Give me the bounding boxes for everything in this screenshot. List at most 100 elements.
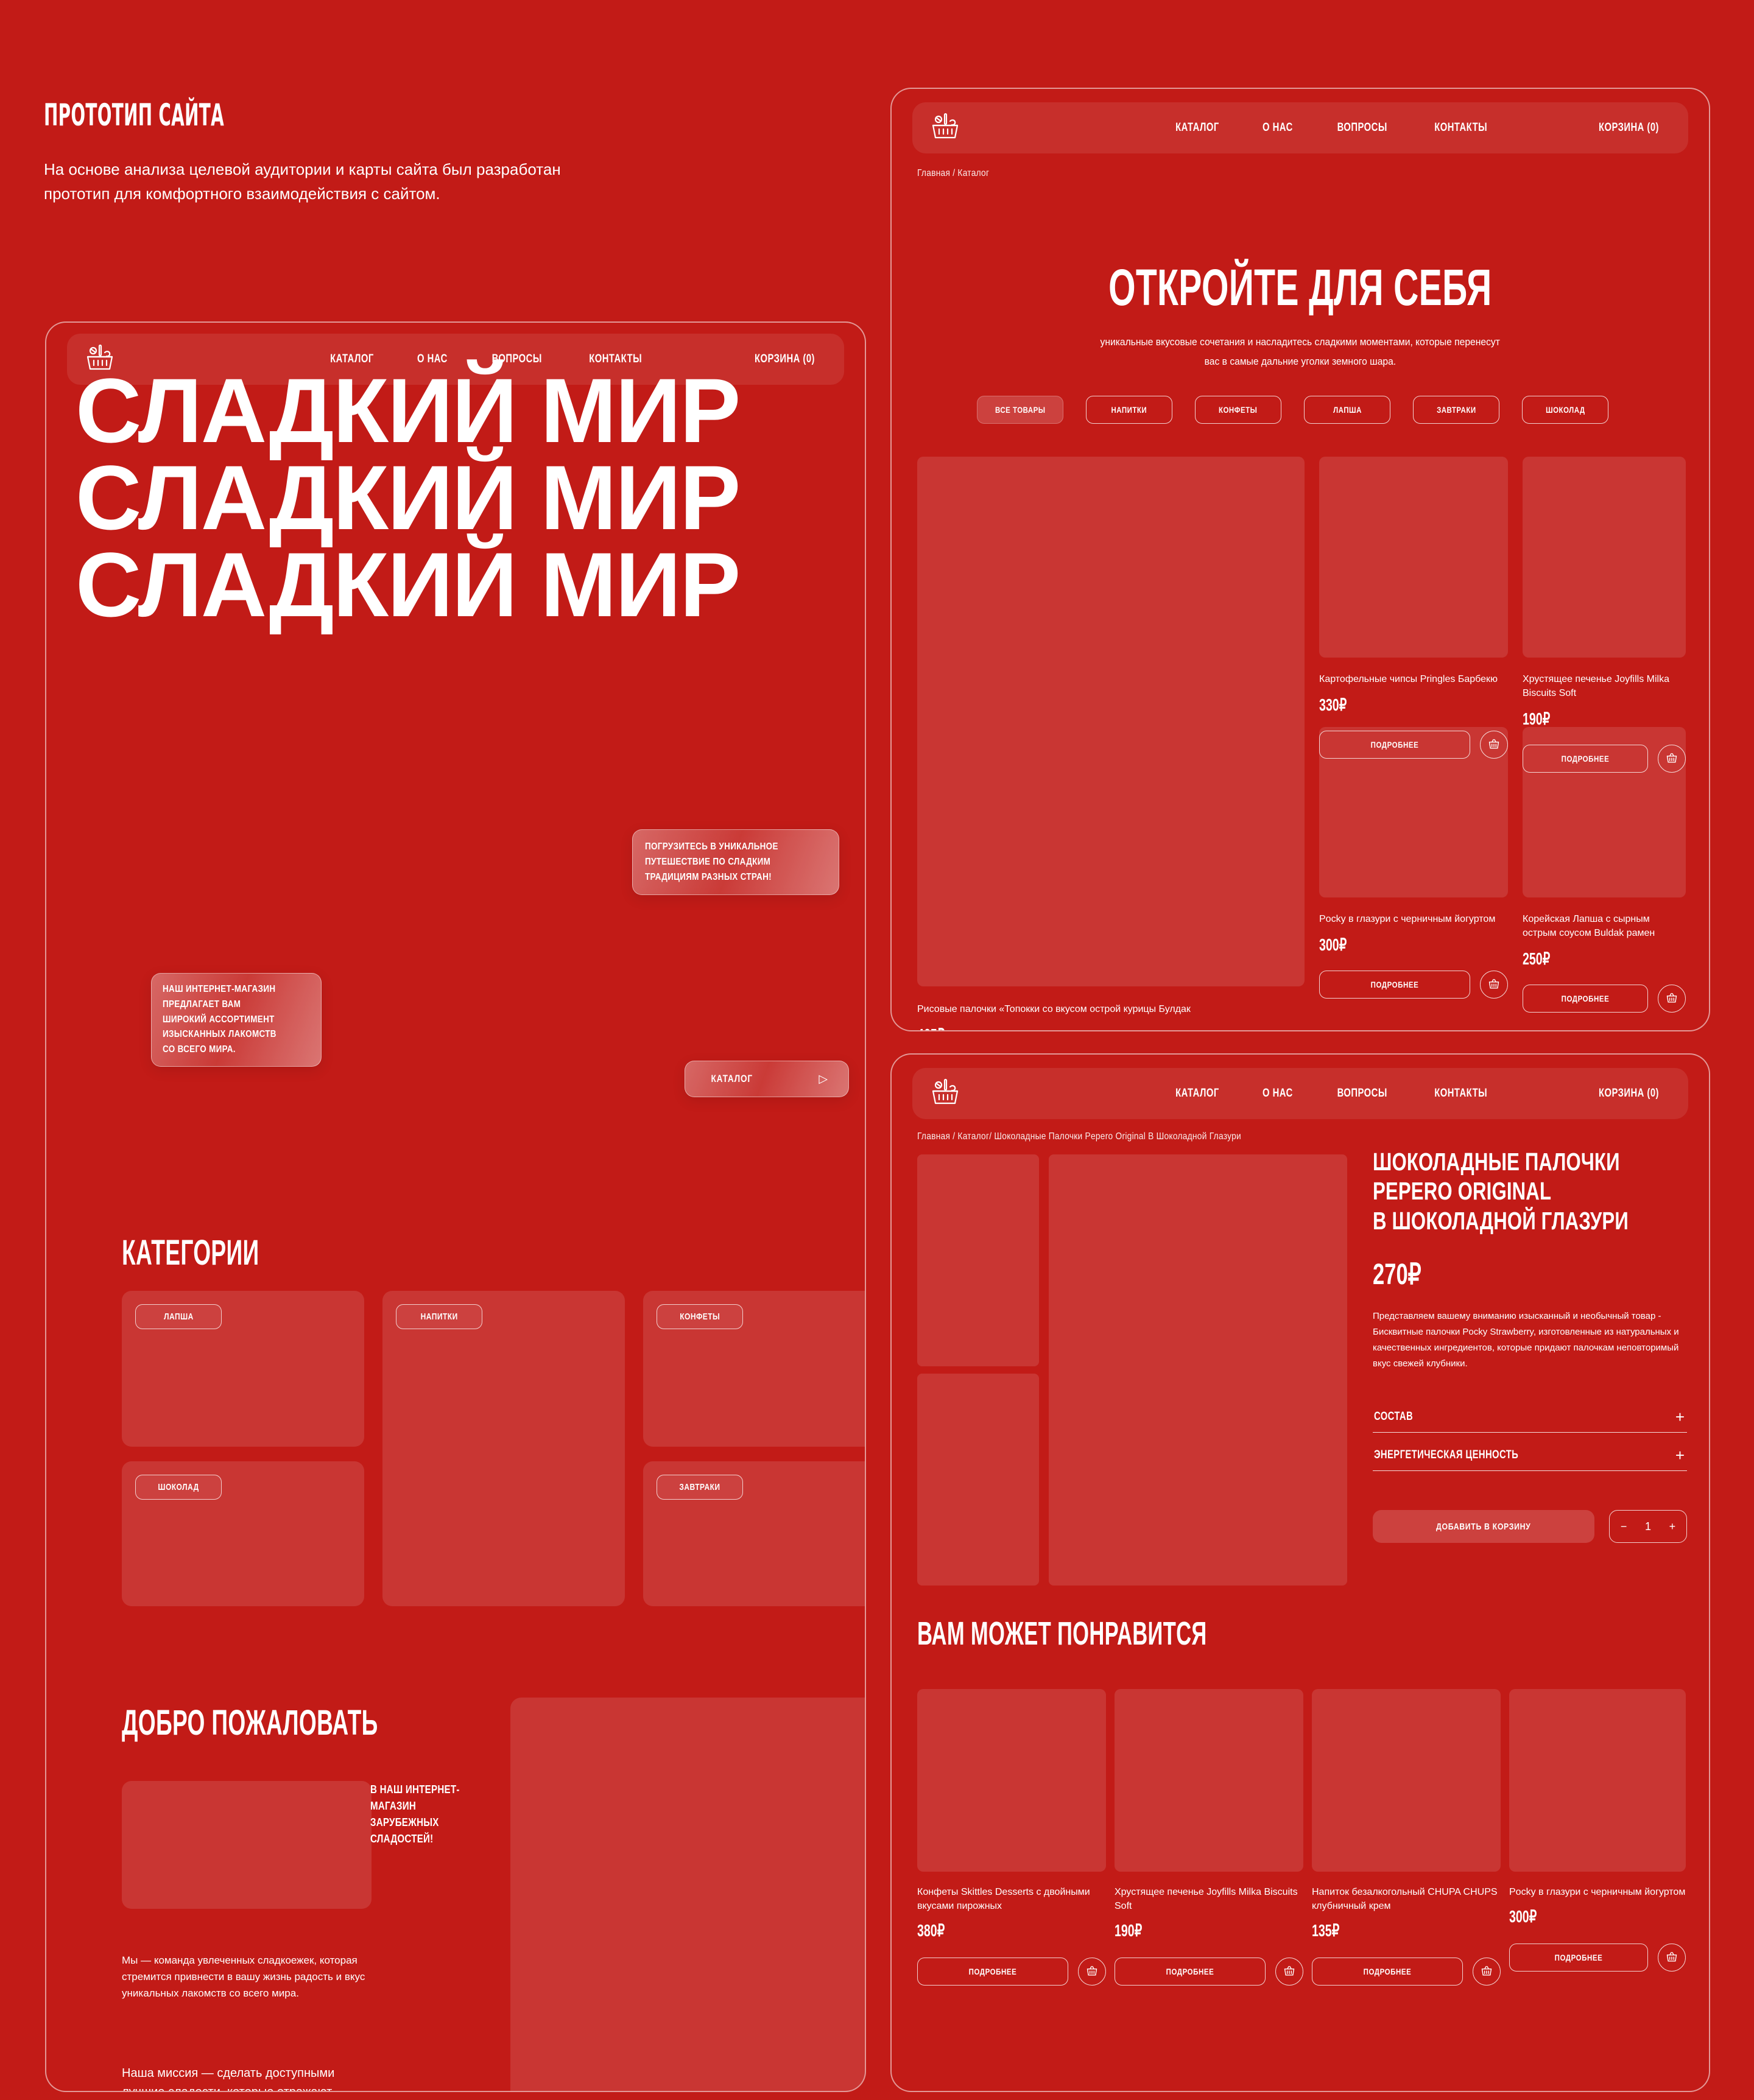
filter-chip-candy-label: КОНФЕТЫ <box>1219 405 1258 415</box>
nav-link-about[interactable]: О НАС <box>1262 1087 1293 1100</box>
product-card: Pocky в глазури с черничным йогуртом 300… <box>1509 1689 1686 1972</box>
nav-link-contacts[interactable]: КОНТАКТЫ <box>1434 1087 1488 1100</box>
product-description: Представляем вашему вниманию изысканный … <box>1373 1311 1679 1369</box>
catalog-subheading-line2: вас в самые дальние уголки земного шара. <box>1204 356 1397 368</box>
category-tile-drinks[interactable]: НАПИТКИ <box>382 1291 625 1606</box>
product-details-button[interactable]: ПОДРОБНЕЕ <box>1523 745 1648 773</box>
category-tile-breakfast[interactable]: ЗАВТРАКИ <box>643 1461 865 1606</box>
plus-icon[interactable]: + <box>1675 1446 1685 1465</box>
catalog-subheading-line1: уникальные вкусовые сочетания и насладит… <box>1100 336 1501 348</box>
nav-link-contacts[interactable]: КОНТАКТЫ <box>589 353 643 365</box>
product-thumbnail-1[interactable] <box>917 1154 1039 1366</box>
add-to-cart-icon-button[interactable] <box>1078 1958 1106 1986</box>
breadcrumb-catalog[interactable]: Главная / Каталог <box>917 168 990 178</box>
filter-chip-noodles[interactable]: ЛАПША <box>1304 396 1390 424</box>
catalog-heading-text: ОТКРОЙТЕ ДЛЯ СЕБЯ <box>1108 259 1492 316</box>
filter-chip-drinks[interactable]: НАПИТКИ <box>1086 396 1172 424</box>
basket-icon <box>1087 1966 1097 1976</box>
filter-chip-all[interactable]: ВСЕ ТОВАРЫ <box>977 396 1063 424</box>
recommendations-heading: ВАМ МОЖЕТ ПОНРАВИТСЯ <box>917 1615 1207 1652</box>
product-details-button[interactable]: ПОДРОБНЕЕ <box>1319 731 1470 759</box>
hero-line-2: СЛАДКИЙ МИР <box>76 446 741 549</box>
category-tile-candy[interactable]: КОНФЕТЫ <box>643 1291 865 1447</box>
product-title: ШОКОЛАДНЫЕ ПАЛОЧКИ PEPERO ORIGINAL В ШОК… <box>1373 1147 1687 1235</box>
hero-tag-assortment: НАШ ИНТЕРНЕТ-МАГАЗИН ПРЕДЛАГАЕТ ВАМ ШИРО… <box>151 973 322 1067</box>
add-to-cart-icon-button[interactable] <box>1658 985 1686 1013</box>
category-chip-breakfast[interactable]: ЗАВТРАКИ <box>657 1475 743 1500</box>
product-image-placeholder <box>1523 457 1686 658</box>
product-price: 300₽ <box>1509 1906 1686 1926</box>
product-card: Хрустящее печенье Joyfills Milka Biscuit… <box>1523 457 1686 773</box>
product-details-button[interactable]: ПОДРОБНЕЕ <box>1115 1958 1266 1986</box>
add-to-cart-icon-button[interactable] <box>1658 745 1686 773</box>
filter-chip-chocolate[interactable]: ШОКОЛАД <box>1522 396 1608 424</box>
sweets-basket-icon[interactable] <box>928 1076 962 1111</box>
sweets-basket-icon[interactable] <box>83 342 117 376</box>
nav-link-about[interactable]: О НАС <box>417 353 448 365</box>
filter-chip-candy[interactable]: КОНФЕТЫ <box>1195 396 1281 424</box>
category-chip-chocolate-label: ШОКОЛАД <box>158 1482 199 1492</box>
product-card: Напиток безалкогольный CHUPA CHUPS клубн… <box>1312 1689 1501 1986</box>
product-details-button[interactable]: ПОДРОБНЕЕ <box>1312 1958 1463 1986</box>
product-name: Конфеты Skittles Desserts с двойными вку… <box>917 1887 1090 1912</box>
product-details-button[interactable]: ПОДРОБНЕЕ <box>917 1958 1068 1986</box>
basket-icon <box>1666 753 1677 763</box>
filter-chip-breakfast[interactable]: ЗАВТРАКИ <box>1413 396 1499 424</box>
product-details-label: ПОДРОБНЕЕ <box>1561 754 1610 764</box>
product-details-button[interactable]: ПОДРОБНЕЕ <box>1509 1944 1648 1972</box>
nav-link-faq[interactable]: ВОПРОСЫ <box>1337 1087 1387 1100</box>
basket-icon <box>1666 1952 1677 1962</box>
category-tile-noodles[interactable]: ЛАПША <box>122 1291 364 1447</box>
product-name: Хрустящее печенье Joyfills Milka Biscuit… <box>1115 1887 1298 1912</box>
quantity-decrease-button[interactable]: − <box>1620 1520 1627 1533</box>
add-to-cart-icon-button[interactable] <box>1275 1958 1303 1986</box>
add-to-cart-icon-button[interactable] <box>1480 731 1508 759</box>
category-chip-chocolate[interactable]: ШОКОЛАД <box>135 1475 222 1500</box>
add-to-cart-icon-button[interactable] <box>1658 1944 1686 1972</box>
main-nav-catalog: КАТАЛОГ О НАС ВОПРОСЫ КОНТАКТЫ <box>1169 121 1495 135</box>
nav-link-catalog[interactable]: КАТАЛОГ <box>1175 121 1219 134</box>
product-details-button[interactable]: ПОДРОБНЕЕ <box>1523 985 1648 1013</box>
accordion-label-nutrition-text: ЭНЕРГЕТИЧЕСКАЯ ЦЕННОСТЬ <box>1374 1449 1519 1462</box>
category-chip-candy[interactable]: КОНФЕТЫ <box>657 1304 743 1329</box>
product-price-value: 135₽ <box>1312 1921 1340 1940</box>
site-header-home: КАТАЛОГ О НАС ВОПРОСЫ КОНТАКТЫ КОРЗИНА (… <box>67 334 844 385</box>
add-to-cart-icon-button[interactable] <box>1473 1958 1501 1986</box>
product-image-placeholder <box>1523 727 1686 897</box>
nav-link-faq[interactable]: ВОПРОСЫ <box>491 353 542 365</box>
plus-icon[interactable]: + <box>1675 1408 1685 1427</box>
category-chip-drinks[interactable]: НАПИТКИ <box>396 1304 482 1329</box>
category-chip-candy-label: КОНФЕТЫ <box>679 1312 720 1322</box>
cart-link-home[interactable]: КОРЗИНА (0) <box>755 353 815 365</box>
breadcrumb-product[interactable]: Главная / Каталог/ Шоколадные Палочки Pe… <box>917 1131 1241 1142</box>
accordion-row-composition[interactable]: СОСТАВ + <box>1373 1405 1687 1433</box>
add-to-cart-icon-button[interactable] <box>1480 971 1508 999</box>
hero-line-1: СЛАДКИЙ МИР <box>76 359 741 462</box>
product-price: 190₽ <box>1523 709 1686 729</box>
basket-icon <box>1488 979 1499 989</box>
nav-link-faq[interactable]: ВОПРОСЫ <box>1337 121 1387 134</box>
product-title-line-2: PEPERO ORIGINAL <box>1373 1177 1552 1206</box>
quantity-increase-button[interactable]: + <box>1669 1520 1676 1533</box>
category-chip-noodles[interactable]: ЛАПША <box>135 1304 222 1329</box>
hero-catalog-button-label: КАТАЛОГ <box>711 1073 753 1084</box>
sweets-basket-icon[interactable] <box>928 111 962 145</box>
cart-link-product[interactable]: КОРЗИНА (0) <box>1599 1087 1660 1100</box>
accordion-row-nutrition[interactable]: ЭНЕРГЕТИЧЕСКАЯ ЦЕННОСТЬ + <box>1373 1444 1687 1472</box>
intro-block: ПРОТОТИП САЙТА На основе анализа целевой… <box>44 97 714 206</box>
nav-link-about[interactable]: О НАС <box>1262 121 1293 134</box>
category-tile-chocolate[interactable]: ШОКОЛАД <box>122 1461 364 1606</box>
nav-link-catalog[interactable]: КАТАЛОГ <box>330 353 374 365</box>
product-main-image <box>1049 1154 1347 1586</box>
hero-catalog-button[interactable]: КАТАЛОГ ▷ <box>685 1061 849 1097</box>
product-details-label: ПОДРОБНЕЕ <box>1166 1967 1214 1977</box>
add-to-cart-button[interactable]: ДОБАВИТЬ В КОРЗИНУ <box>1373 1510 1594 1543</box>
product-image-placeholder <box>1319 727 1508 897</box>
cart-link-catalog[interactable]: КОРЗИНА (0) <box>1599 121 1660 134</box>
product-price-value: 465₽ <box>917 1025 945 1030</box>
product-image-placeholder <box>1312 1689 1501 1872</box>
nav-link-catalog[interactable]: КАТАЛОГ <box>1175 1087 1219 1100</box>
product-thumbnail-2[interactable] <box>917 1374 1039 1586</box>
nav-link-contacts[interactable]: КОНТАКТЫ <box>1434 121 1488 134</box>
product-details-button[interactable]: ПОДРОБНЕЕ <box>1319 971 1470 999</box>
